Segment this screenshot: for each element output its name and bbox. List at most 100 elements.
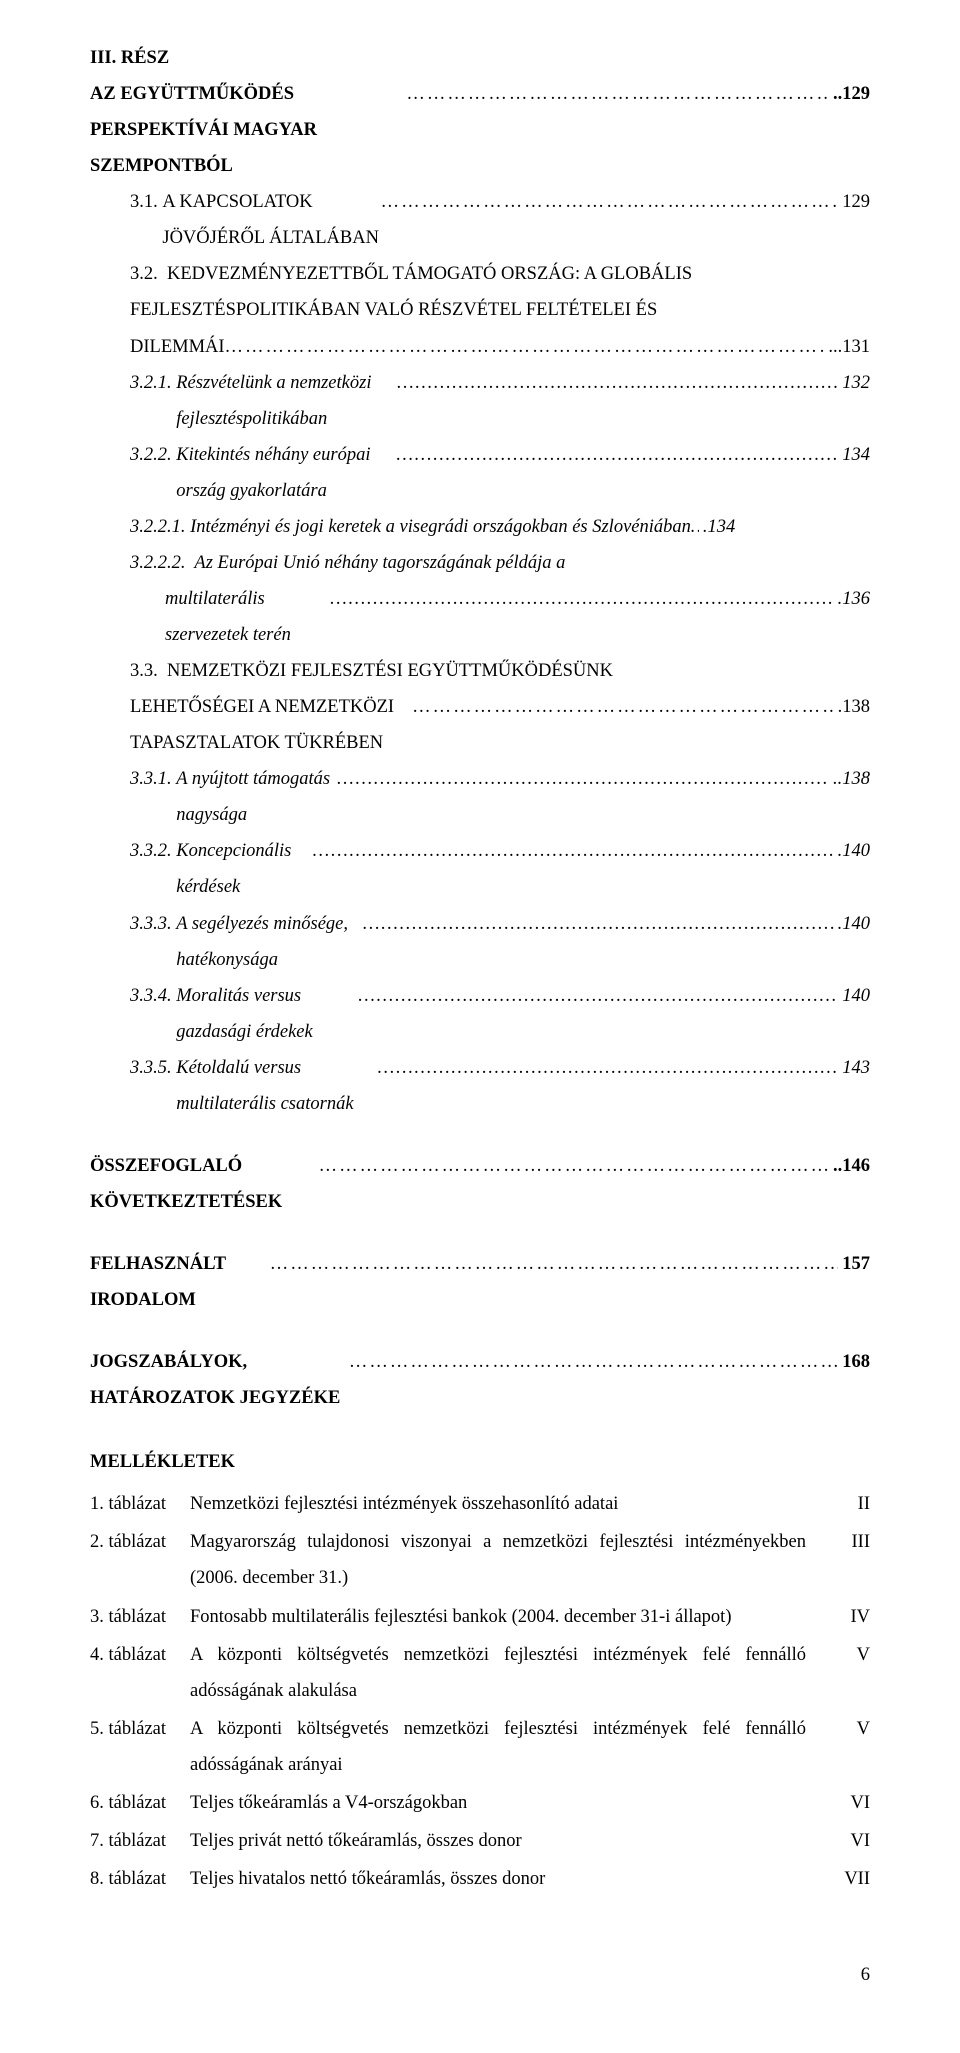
section-page: 157 xyxy=(838,1246,870,1282)
toc-page: ..138 xyxy=(829,761,870,797)
toc-entry: 3.2.2.1. Intézményi és jogi keretek a vi… xyxy=(90,509,870,545)
table-row: 4. táblázatA központi költségvetés nemze… xyxy=(90,1637,870,1709)
table-page: V xyxy=(826,1637,870,1673)
toc-entry: 3.3.5. Kétoldalú versus multilaterális c… xyxy=(90,1050,870,1122)
toc-entry: 3.2.1. Részvételünk a nemzetközi fejlesz… xyxy=(90,365,870,437)
table-label: 7. táblázat xyxy=(90,1823,190,1859)
toc-text: Az Európai Unió néhány tagországának pél… xyxy=(194,553,565,573)
toc-text: Kétoldalú versus multilaterális csatorná… xyxy=(176,1050,378,1122)
table-row: 1. táblázatNemzetközi fejlesztési intézm… xyxy=(90,1486,870,1522)
toc-num: 3.1. xyxy=(130,184,158,220)
table-desc: A központi költségvetés nemzetközi fejle… xyxy=(190,1711,826,1783)
table-label: 1. táblázat xyxy=(90,1486,190,1522)
section-page: 168 xyxy=(838,1344,870,1380)
table-row: 6. táblázatTeljes tőkeáramlás a V4-orszá… xyxy=(90,1785,870,1821)
toc-num: 3.3.4. xyxy=(130,978,172,1014)
leader xyxy=(313,833,834,869)
section-line: FELHASZNÁLT IRODALOM 157 xyxy=(90,1246,870,1318)
table-row: 3. táblázatFontosabb multilaterális fejl… xyxy=(90,1599,870,1635)
toc-num: 3.3.3. xyxy=(130,906,172,942)
toc-text: multilaterális szervezetek terén xyxy=(165,581,330,653)
table-page: VII xyxy=(826,1861,870,1897)
leader xyxy=(330,581,833,617)
toc-entry: 3.2.2. Kitekintés néhány európai ország … xyxy=(90,437,870,509)
section-label: ÖSSZEFOGLALÓ KÖVETKEZTETÉSEK xyxy=(90,1148,319,1220)
leader xyxy=(319,1148,829,1184)
table-row: 7. táblázatTeljes privát nettó tőkeáraml… xyxy=(90,1823,870,1859)
leader xyxy=(378,1050,839,1086)
leader xyxy=(363,906,834,942)
toc-num: 3.3.1. xyxy=(130,761,172,797)
toc-num: 3.2.1. xyxy=(130,365,172,401)
toc-entry: 3.2. KEDVEZMÉNYEZETTBŐL TÁMOGATÓ ORSZÁG:… xyxy=(90,256,870,292)
toc-text: KEDVEZMÉNYEZETTBŐL TÁMOGATÓ ORSZÁG: A GL… xyxy=(167,264,692,284)
table-desc: Teljes tőkeáramlás a V4-országokban xyxy=(190,1785,826,1821)
toc-page: .140 xyxy=(834,833,870,869)
table-desc: Nemzetközi fejlesztési intézmények össze… xyxy=(190,1486,826,1522)
toc-entry: 3.3. NEMZETKÖZI FEJLESZTÉSI EGYÜTTMŰKÖDÉ… xyxy=(90,653,870,689)
page-number: 6 xyxy=(90,1957,870,1993)
section-label: JOGSZABÁLYOK, HATÁROZATOK JEGYZÉKE xyxy=(90,1344,349,1416)
table-row: 5. táblázatA központi költségvetés nemze… xyxy=(90,1711,870,1783)
toc-text: Intézményi és jogi keretek a visegrádi o… xyxy=(190,509,691,545)
toc-page: 129 xyxy=(838,184,870,220)
toc-page: .136 xyxy=(834,581,870,617)
toc-entry: 3.3.3. A segélyezés minősége, hatékonysá… xyxy=(90,906,870,978)
toc-text: Részvételünk a nemzetközi fejlesztéspoli… xyxy=(176,365,397,437)
mellekletek-heading: MELLÉKLETEK xyxy=(90,1444,870,1480)
table-label: 5. táblázat xyxy=(90,1711,190,1747)
leader xyxy=(349,1344,838,1380)
toc-num: 3.3.2. xyxy=(130,833,172,869)
toc-page: .138 xyxy=(834,689,870,725)
leader xyxy=(397,365,838,401)
toc-entry: 3.3.2. Koncepcionális kérdések .140 xyxy=(90,833,870,905)
leader xyxy=(270,1246,839,1282)
toc-page: .140 xyxy=(834,906,870,942)
toc-entry: 3.3.4. Moralitás versus gazdasági érdeke… xyxy=(90,978,870,1050)
table-label: 2. táblázat xyxy=(90,1524,190,1560)
toc-text: Kitekintés néhány európai ország gyakorl… xyxy=(176,437,396,509)
toc-page: 143 xyxy=(838,1050,870,1086)
leader xyxy=(225,329,825,365)
toc-text: Moralitás versus gazdasági érdekek xyxy=(176,978,358,1050)
table-page: II xyxy=(826,1486,870,1522)
table-desc: A központi költségvetés nemzetközi fejle… xyxy=(190,1637,826,1709)
toc-entry-cont: multilaterális szervezetek terén .136 xyxy=(90,581,870,653)
toc-text: Koncepcionális kérdések xyxy=(176,833,313,905)
toc-entry-cont: FEJLESZTÉSPOLITIKÁBAN VALÓ RÉSZVÉTEL FEL… xyxy=(90,292,870,328)
toc-entry-cont: LEHETŐSÉGEI A NEMZETKÖZI TAPASZTALATOK T… xyxy=(90,689,870,761)
toc-num: 3.2.2. xyxy=(130,437,172,473)
toc-text: FEJLESZTÉSPOLITIKÁBAN VALÓ RÉSZVÉTEL FEL… xyxy=(130,300,657,320)
section-label: FELHASZNÁLT IRODALOM xyxy=(90,1246,270,1318)
toc-text: A segélyezés minősége, hatékonysága xyxy=(176,906,363,978)
section-line: JOGSZABÁLYOK, HATÁROZATOK JEGYZÉKE 168 xyxy=(90,1344,870,1416)
toc-text: A KAPCSOLATOK JÖVŐJÉRŐL ÁLTALÁBAN xyxy=(162,184,380,256)
toc-text: NEMZETKÖZI FEJLESZTÉSI EGYÜTTMŰKÖDÉSÜNK xyxy=(167,661,613,681)
toc-page: 132 xyxy=(838,365,870,401)
toc-text: LEHETŐSÉGEI A NEMZETKÖZI TAPASZTALATOK T… xyxy=(130,689,412,761)
table-page: V xyxy=(826,1711,870,1747)
leader xyxy=(396,437,838,473)
table-row: 8. táblázatTeljes hivatalos nettó tőkeár… xyxy=(90,1861,870,1897)
table-page: VI xyxy=(826,1823,870,1859)
leader xyxy=(406,76,829,112)
leader xyxy=(337,761,829,797)
table-page: III xyxy=(826,1524,870,1560)
toc-page: ...131 xyxy=(824,329,870,365)
table-label: 4. táblázat xyxy=(90,1637,190,1673)
table-desc: Teljes hivatalos nettó tőkeáramlás, össz… xyxy=(190,1861,826,1897)
table-desc: Fontosabb multilaterális fejlesztési ban… xyxy=(190,1599,826,1635)
toc-num: 3.3. xyxy=(130,661,158,681)
toc-entry: 3.2.2.2. Az Európai Unió néhány tagorszá… xyxy=(90,545,870,581)
toc-num: 3.2. xyxy=(130,264,158,284)
toc-page: .134 xyxy=(699,509,735,545)
toc-entry-cont: DILEMMÁI ...131 xyxy=(90,329,870,365)
part-page: ..129 xyxy=(829,76,870,112)
toc-text: A nyújtott támogatás nagysága xyxy=(176,761,337,833)
table-page: IV xyxy=(826,1599,870,1635)
leader xyxy=(691,509,699,545)
section-page: ..146 xyxy=(829,1148,870,1184)
table-page: VI xyxy=(826,1785,870,1821)
part-title-line: AZ EGYÜTTMŰKÖDÉS PERSPEKTÍVÁI MAGYAR SZE… xyxy=(90,76,870,184)
table-desc: Teljes privát nettó tőkeáramlás, összes … xyxy=(190,1823,826,1859)
